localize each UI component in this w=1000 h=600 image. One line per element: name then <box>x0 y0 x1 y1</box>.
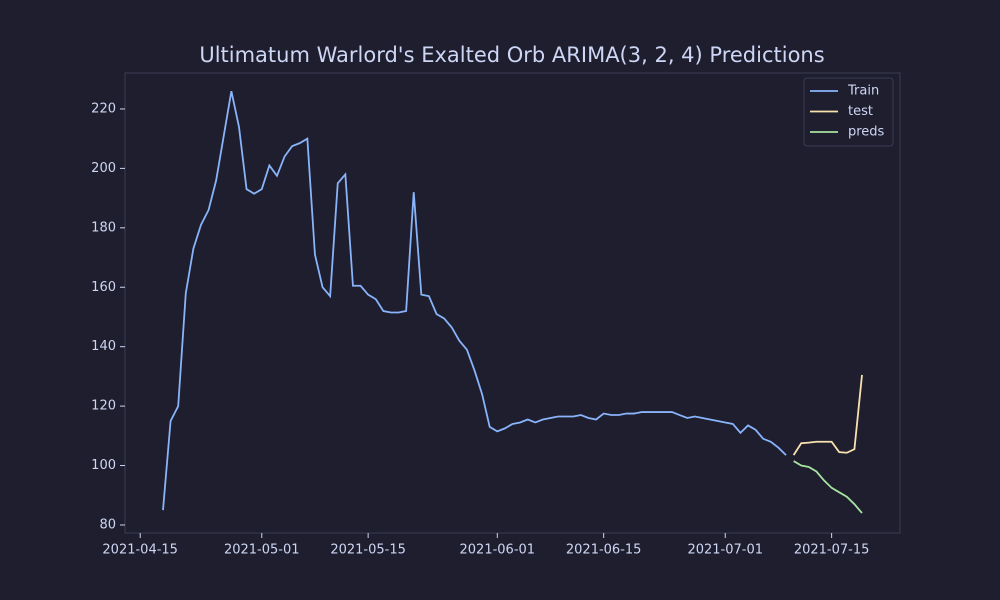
y-tick-label: 120 <box>91 399 116 414</box>
y-tick-label: 160 <box>91 280 116 295</box>
chart-title: Ultimatum Warlord's Exalted Orb ARIMA(3,… <box>199 43 824 67</box>
line-series <box>162 90 787 511</box>
x-tick-label: 2021-06-15 <box>566 543 642 558</box>
x-tick-label: 2021-04-15 <box>102 543 178 558</box>
x-tick-label: 2021-07-15 <box>794 543 870 558</box>
y-tick-label: 140 <box>91 339 116 354</box>
legend-box <box>803 77 894 147</box>
line-series <box>792 374 863 456</box>
y-tick-label: 200 <box>91 161 116 176</box>
y-tick-label: 100 <box>91 458 116 473</box>
plot-frame <box>124 72 901 534</box>
x-tick-label: 2021-07-01 <box>687 543 763 558</box>
legend-label: Train <box>847 84 879 99</box>
y-tick-label: 80 <box>99 517 116 532</box>
line-series <box>793 460 863 514</box>
x-tick-label: 2021-05-01 <box>224 543 300 558</box>
y-tick-label: 220 <box>91 101 116 116</box>
y-tick-label: 180 <box>91 220 116 235</box>
x-tick-label: 2021-06-01 <box>460 543 536 558</box>
x-tick-label: 2021-05-15 <box>330 543 406 558</box>
legend-label: preds <box>848 125 885 140</box>
legend-label: test <box>848 104 873 119</box>
